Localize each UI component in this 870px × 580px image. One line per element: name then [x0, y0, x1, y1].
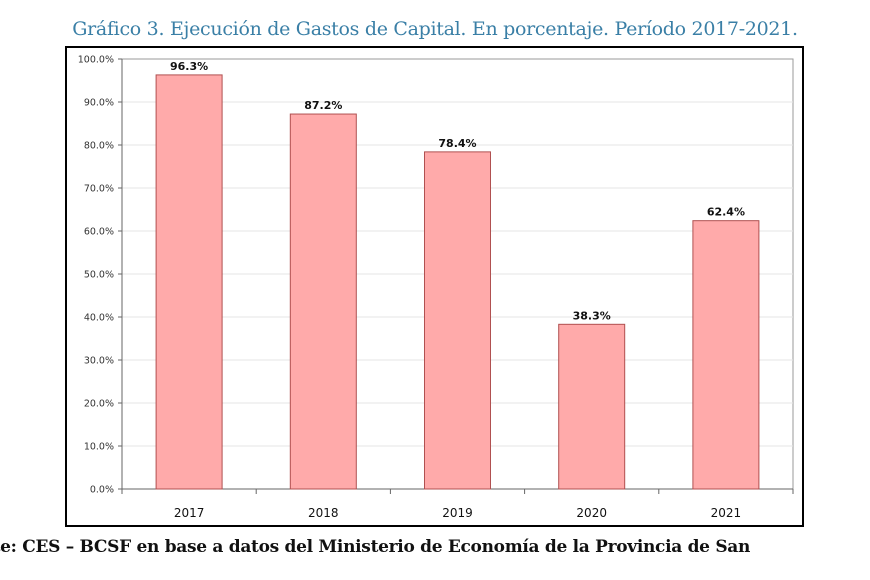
- y-tick-label: 90.0%: [84, 98, 114, 109]
- y-tick-label: 40.0%: [84, 313, 114, 324]
- x-tick-label: 2019: [442, 506, 473, 520]
- bar-2018: [289, 113, 357, 490]
- x-tick-label: 2020: [576, 506, 607, 520]
- y-tick-label: 20.0%: [84, 399, 114, 410]
- bar-2021: [692, 220, 760, 490]
- bar-2019: [424, 151, 491, 490]
- x-tick-label: 2018: [308, 506, 339, 520]
- y-tick-label: 70.0%: [84, 184, 114, 195]
- y-tick-label: 0.0%: [90, 485, 114, 496]
- data-label: 62.4%: [707, 206, 745, 219]
- data-label: 96.3%: [170, 60, 208, 73]
- bar-2020: [558, 323, 626, 490]
- data-label: 87.2%: [304, 99, 342, 112]
- y-tick-label: 80.0%: [84, 141, 114, 152]
- data-label: 78.4%: [438, 137, 476, 150]
- y-tick-label: 100.0%: [78, 55, 114, 66]
- chart-title: Gráfico 3. Ejecución de Gastos de Capita…: [72, 18, 798, 40]
- bar-2017: [155, 74, 223, 490]
- y-tick-label: 10.0%: [84, 442, 114, 453]
- y-tick-label: 30.0%: [84, 356, 114, 367]
- y-tick-label: 50.0%: [84, 270, 114, 281]
- source-note: ente: CES – BCSF en base a datos del Min…: [0, 537, 751, 557]
- data-label: 38.3%: [573, 309, 611, 322]
- chart-frame: [65, 46, 804, 527]
- x-tick-label: 2021: [711, 506, 742, 520]
- y-tick-label: 60.0%: [84, 227, 114, 238]
- x-tick-label: 2017: [174, 506, 205, 520]
